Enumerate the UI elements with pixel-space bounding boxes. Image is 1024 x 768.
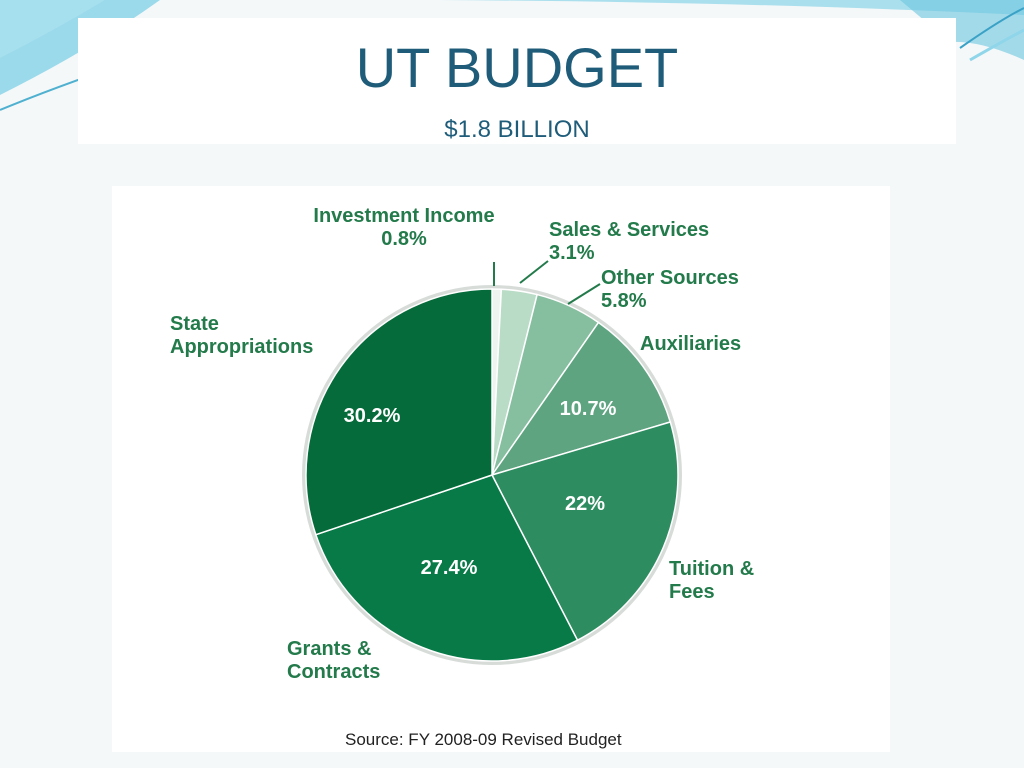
label-tuition-fees: Tuition & Fees (669, 558, 754, 603)
pie-slice-4 (490, 421, 679, 642)
label-sales-services: Sales & Services 3.1% (549, 219, 709, 264)
slide-subtitle: $1.8 BILLION (444, 116, 590, 143)
label-state-appropriations: State Appropriations (170, 313, 313, 358)
leader-lines (493, 260, 601, 305)
label-investment-income: Investment Income 0.8% (313, 205, 494, 250)
chart-source: Source: FY 2008-09 Revised Budget (345, 730, 622, 749)
pie-slice-3 (490, 321, 672, 477)
pie-slices (302, 285, 682, 665)
title-area: UT BUDGET $1.8 BILLION (78, 18, 956, 144)
label-other-sources: Other Sources 5.8% (601, 267, 739, 312)
value-label-4: 22% (565, 493, 605, 515)
label-auxiliaries: Auxiliaries (640, 333, 741, 355)
pie-chart: Investment Income 0.8% Sales & Services 3.1… (170, 205, 754, 749)
label-grants-contracts: Grants & Contracts (287, 638, 380, 683)
pie-labels: Investment Income 0.8% Sales & Services 3.1… (170, 205, 754, 683)
value-label-3: 10.7% (560, 398, 617, 420)
value-label-5: 27.4% (421, 557, 478, 579)
pie-slice-5 (314, 474, 579, 662)
value-label-6: 30.2% (344, 405, 401, 427)
leader-other-sources (567, 283, 601, 305)
pie-slice-6 (305, 288, 493, 536)
slide-title: UT BUDGET (355, 36, 679, 99)
leader-sales-services (519, 260, 549, 284)
pie-chart-panel: Investment Income 0.8% Sales & Services 3.1… (112, 186, 890, 752)
